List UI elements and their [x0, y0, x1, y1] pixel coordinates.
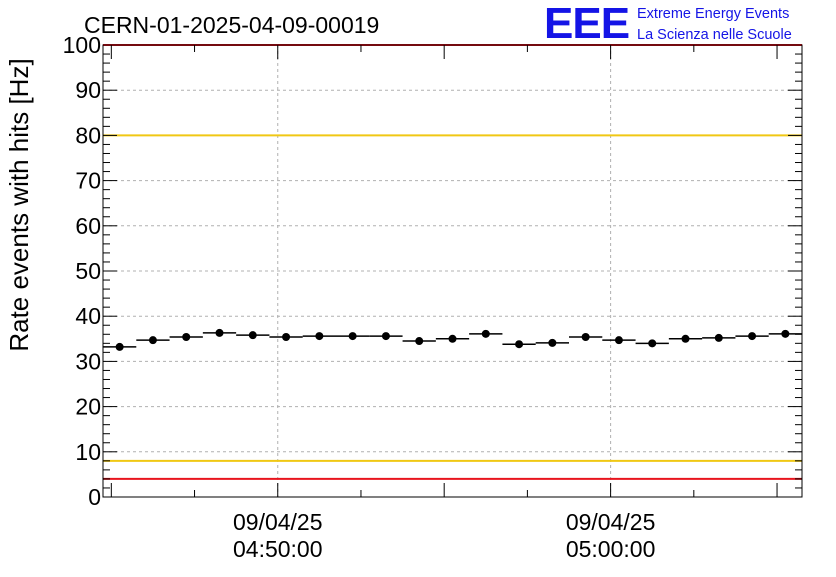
eee-logo-line2: La Scienza nelle Scuole: [637, 27, 792, 43]
data-points: [103, 328, 802, 351]
data-point: [748, 332, 757, 341]
y-tick-label: 90: [75, 77, 101, 103]
y-tick-label: 20: [75, 394, 101, 420]
data-point: [215, 328, 224, 337]
eee-logo-mark: EEE: [544, 0, 629, 48]
y-tick-labels: 0 10 20 30 40 50 60 70 80 90 100: [63, 32, 101, 510]
y-tick-label: 40: [75, 303, 101, 329]
y-tick-label: 0: [88, 484, 101, 510]
data-point: [481, 329, 490, 338]
x-tick-label-time: 05:00:00: [566, 536, 656, 562]
plot-frame: [102, 44, 803, 498]
y-tick-label: 50: [75, 258, 101, 284]
data-point: [415, 337, 424, 346]
data-point: [581, 332, 590, 341]
data-point: [182, 332, 191, 341]
data-point: [348, 332, 357, 341]
eee-logo-line1: Extreme Energy Events: [637, 6, 789, 22]
data-point: [248, 331, 257, 340]
data-point: [714, 333, 723, 342]
data-point: [315, 332, 324, 341]
x-tick-label-time: 04:50:00: [233, 536, 323, 562]
y-tick-label: 30: [75, 348, 101, 374]
data-point: [381, 332, 390, 341]
data-point: [282, 332, 291, 341]
data-point: [548, 338, 557, 347]
y-tick-label: 10: [75, 439, 101, 465]
x-tick-label-date: 09/04/25: [233, 509, 323, 535]
axis-ticks: [103, 44, 802, 498]
y-tick-label: 100: [63, 32, 101, 58]
x-tick-label-date: 09/04/25: [566, 509, 656, 535]
data-point: [648, 339, 657, 348]
y-tick-label: 70: [75, 168, 101, 194]
data-point: [781, 329, 790, 338]
data-point: [614, 336, 623, 345]
data-point: [448, 334, 457, 343]
data-point: [681, 334, 690, 343]
data-point: [115, 342, 124, 351]
chart-title: CERN-01-2025-04-09-00019: [84, 12, 379, 38]
y-tick-label: 60: [75, 213, 101, 239]
y-axis-label: Rate events with hits [Hz]: [4, 58, 34, 351]
data-point: [148, 336, 157, 345]
data-point: [515, 340, 524, 349]
eee-logo: EEE Extreme Energy Events La Scienza nel…: [544, 0, 792, 48]
y-tick-label: 80: [75, 122, 101, 148]
